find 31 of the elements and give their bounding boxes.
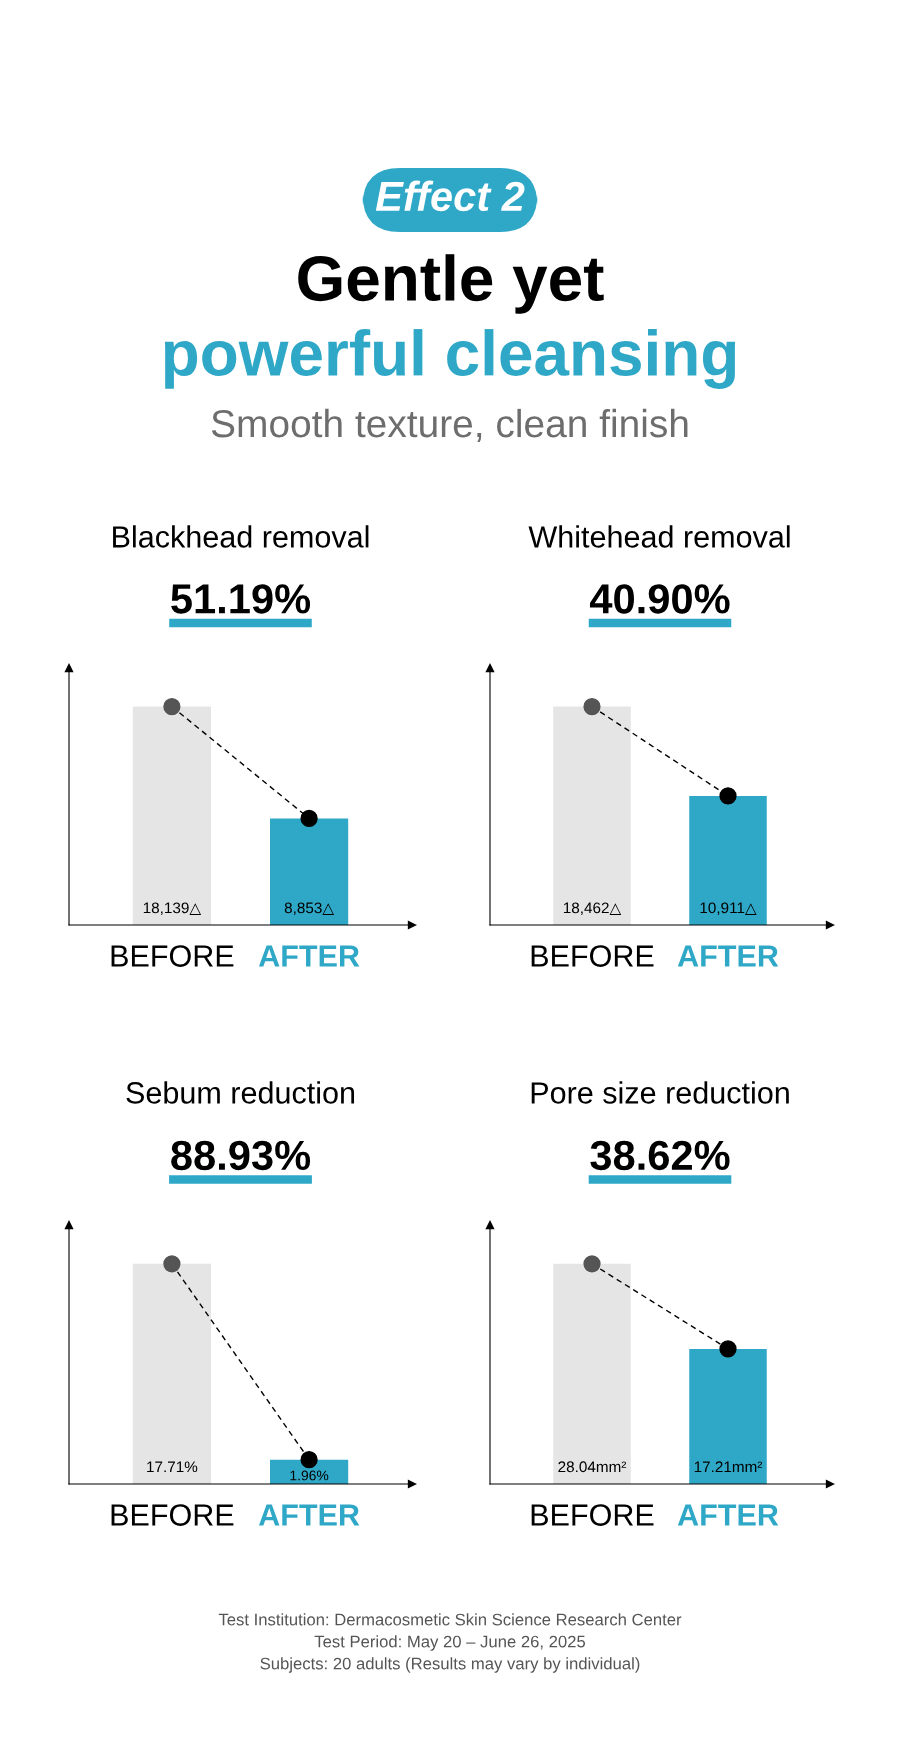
data-label: 18,139△ [143, 902, 202, 916]
data-label: 1.96% [290, 1470, 329, 1481]
text: Test Institution: Dermacosmetic Skin Science Research Center [218, 1613, 682, 1626]
chart-subtitle: 51.19% [171, 584, 311, 614]
data-label: 17.71% [147, 1461, 198, 1473]
x-tick-label: AFTER [258, 945, 360, 967]
chart-subtitle: 40.90% [589, 584, 730, 614]
chart-title: Pore size reduction [531, 1081, 789, 1104]
text: Smooth texture, clean finish [211, 408, 688, 443]
text: Effect 2 [375, 180, 525, 212]
chart-subtitle: 38.62% [590, 1140, 730, 1171]
chart-title: Whitehead removal [528, 525, 790, 548]
x-tick-label: AFTER [677, 1504, 779, 1526]
x-tick-label: AFTER [677, 945, 779, 967]
x-tick-label: AFTER [258, 1504, 360, 1526]
data-label: 28.04mm² [558, 1461, 627, 1473]
x-tick-label: BEFORE [531, 945, 654, 967]
x-tick-label: BEFORE [111, 1504, 234, 1526]
data-label: 18,462△ [563, 902, 622, 916]
text: Subjects: 20 adults (Results may vary by individual) [260, 1657, 640, 1673]
chart-title: Sebum reduction [126, 1081, 355, 1104]
text: Gentle yet [298, 254, 604, 314]
text: powerful cleansing [164, 329, 736, 389]
text: Test Period: May 20 – June 26, 2025 [314, 1635, 586, 1651]
chart-title: Blackhead removal [113, 525, 369, 548]
data-label: 8,853△ [284, 902, 335, 916]
chart-subtitle: 88.93% [171, 1140, 311, 1171]
x-tick-label: BEFORE [531, 1504, 654, 1526]
data-label: 10,911△ [700, 902, 757, 916]
data-label: 17.21mm² [694, 1461, 763, 1473]
x-tick-label: BEFORE [111, 945, 234, 967]
